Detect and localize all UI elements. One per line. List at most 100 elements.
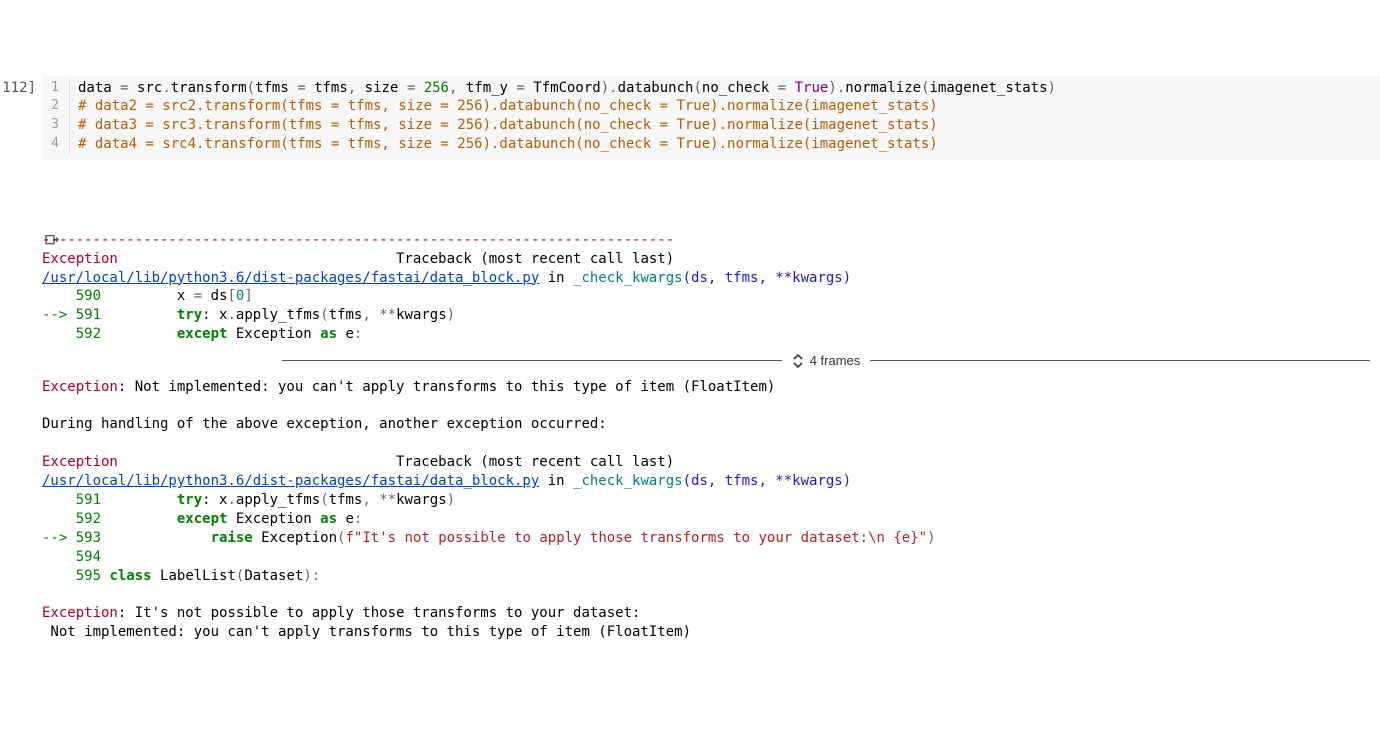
exception-name: Exception — [42, 379, 118, 395]
indent — [101, 326, 177, 342]
line-number: 594 — [42, 549, 101, 565]
code-token: transform — [171, 80, 247, 96]
code-token — [415, 80, 423, 96]
code: kwargs — [396, 492, 447, 508]
op: = — [194, 288, 202, 304]
line-number: 1 — [42, 79, 70, 98]
code-token: ( — [693, 80, 701, 96]
line-number: 590 — [42, 288, 101, 304]
code-token: tfms — [255, 80, 297, 96]
code-content[interactable]: # data4 = src4.transform(tfms = tfms, si… — [70, 135, 938, 154]
line-number: 592 — [42, 511, 101, 527]
keyword: except — [177, 511, 228, 527]
code: tfms — [329, 492, 363, 508]
keyword: except — [177, 326, 228, 342]
code: Exception — [253, 530, 337, 546]
colon: : — [354, 511, 362, 527]
code-token: True — [795, 80, 829, 96]
comma: , — [362, 492, 370, 508]
signature: (ds, tfms, **kwargs) — [683, 473, 852, 489]
code: ds — [202, 288, 227, 304]
indent — [101, 492, 177, 508]
traceback-header: Traceback (most recent call last) — [118, 251, 674, 267]
during-handling-text: During handling of the above exception, … — [42, 416, 607, 432]
line-number: 592 — [42, 326, 101, 342]
code-token: = — [407, 80, 415, 96]
code-token: . — [609, 80, 617, 96]
code: Dataset — [244, 568, 303, 584]
function-name: _check_kwargs — [573, 473, 683, 489]
cell-prompt: 112] — [0, 76, 42, 98]
space — [371, 307, 379, 323]
indent — [101, 511, 177, 527]
function-name: _check_kwargs — [573, 270, 683, 286]
code-token: = — [778, 80, 786, 96]
code-token: imagenet_stats — [930, 80, 1048, 96]
code-token: normalize — [845, 80, 921, 96]
code: apply_tfms — [236, 492, 320, 508]
dot: . — [227, 492, 235, 508]
dot: . — [227, 307, 235, 323]
code-line[interactable]: 1data = src.transform(tfms = tfms, size … — [42, 79, 1380, 98]
output-indicator-icon[interactable] — [0, 212, 42, 642]
arrow: --> — [42, 530, 76, 546]
keyword: raise — [211, 530, 253, 546]
code-token: # data3 = src3.transform(tfms = tfms, si… — [78, 117, 938, 133]
code-token — [786, 80, 794, 96]
keyword: as — [320, 511, 337, 527]
paren: ) — [447, 492, 455, 508]
exception-message: Not implemented: you can't apply transfo… — [42, 624, 691, 640]
code-token: ) — [1048, 80, 1056, 96]
paren: ( — [320, 492, 328, 508]
code-token: no_check — [702, 80, 778, 96]
code-token: ( — [247, 80, 255, 96]
code-content[interactable]: data = src.transform(tfms = tfms, size =… — [70, 79, 1056, 98]
keyword: try — [177, 492, 202, 508]
code-line[interactable]: 3# data3 = src3.transform(tfms = tfms, s… — [42, 116, 1380, 135]
indent — [101, 530, 211, 546]
paren: ): — [303, 568, 320, 584]
exception-name: Exception — [42, 251, 118, 267]
code-token: , — [348, 80, 365, 96]
space — [371, 492, 379, 508]
code-token: , — [449, 80, 466, 96]
comma: , — [362, 307, 370, 323]
code-token: # data2 = src2.transform(tfms = tfms, si… — [78, 98, 938, 114]
bracket: ] — [244, 288, 252, 304]
code-token: tfms — [306, 80, 348, 96]
line-number: 591 — [42, 492, 101, 508]
paren: ( — [320, 307, 328, 323]
code-token: src — [129, 80, 163, 96]
file-link[interactable]: /usr/local/lib/python3.6/dist-packages/f… — [42, 473, 539, 489]
indent — [101, 307, 177, 323]
code-token: # data4 = src4.transform(tfms = tfms, si… — [78, 136, 938, 152]
string: f"It's not possible to apply those trans… — [345, 530, 927, 546]
code-token: TfmCoord — [525, 80, 601, 96]
exception-name: Exception — [42, 605, 118, 621]
code: tfms — [329, 307, 363, 323]
code: apply_tfms — [236, 307, 320, 323]
code-token: data — [78, 80, 120, 96]
traceback-header: Traceback (most recent call last) — [118, 454, 674, 470]
code-token: = — [120, 80, 128, 96]
code-line[interactable]: 4 # data4 = src4.transform(tfms = tfms, s… — [42, 135, 1380, 154]
code-token: 256 — [424, 80, 449, 96]
code: e — [337, 326, 354, 342]
file-link[interactable]: /usr/local/lib/python3.6/dist-packages/f… — [42, 270, 539, 286]
colon: : — [354, 326, 362, 342]
code-content[interactable]: # data2 = src2.transform(tfms = tfms, si… — [70, 97, 938, 116]
code-token: ( — [921, 80, 929, 96]
output-cell: ----------------------------------------… — [0, 212, 1380, 642]
frames-collapsed[interactable]: 4 frames — [42, 352, 1370, 370]
text: in — [539, 473, 573, 489]
bracket: [ — [227, 288, 235, 304]
input-cell: 112] 1data = src.transform(tfms = tfms, … — [0, 76, 1380, 161]
line-number: 2 — [42, 97, 70, 116]
code-content[interactable]: # data3 = src3.transform(tfms = tfms, si… — [70, 116, 938, 135]
code-token: size — [365, 80, 407, 96]
code-token: ) — [601, 80, 609, 96]
code-editor[interactable]: 1data = src.transform(tfms = tfms, size … — [42, 76, 1380, 161]
line-number: 4 — [42, 135, 70, 154]
code-line[interactable]: 2 # data2 = src2.transform(tfms = tfms, s… — [42, 97, 1380, 116]
code: : x — [202, 492, 227, 508]
